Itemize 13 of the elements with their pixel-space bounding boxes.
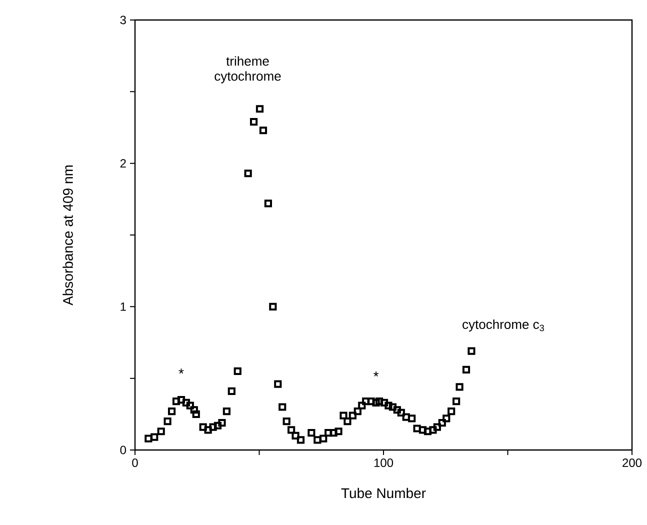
annotation: * — [178, 368, 184, 374]
x-axis-title: Tube Number — [341, 488, 426, 498]
y-tick-label: 0 — [120, 446, 126, 454]
annotation: triheme cytochrome — [214, 56, 281, 84]
x-tick-label: 100 — [374, 458, 394, 468]
y-tick-label: 3 — [120, 16, 126, 24]
x-tick-label: 200 — [622, 458, 642, 468]
y-axis-title: Absorbance at 409 nm — [62, 166, 73, 306]
y-tick-label: 2 — [120, 159, 126, 168]
y-tick-label: 1 — [120, 302, 126, 311]
annotation: cytochrome c$_{3}$ — [462, 319, 544, 332]
annotation: * — [374, 372, 379, 376]
x-tick-label: 0 — [132, 458, 138, 468]
